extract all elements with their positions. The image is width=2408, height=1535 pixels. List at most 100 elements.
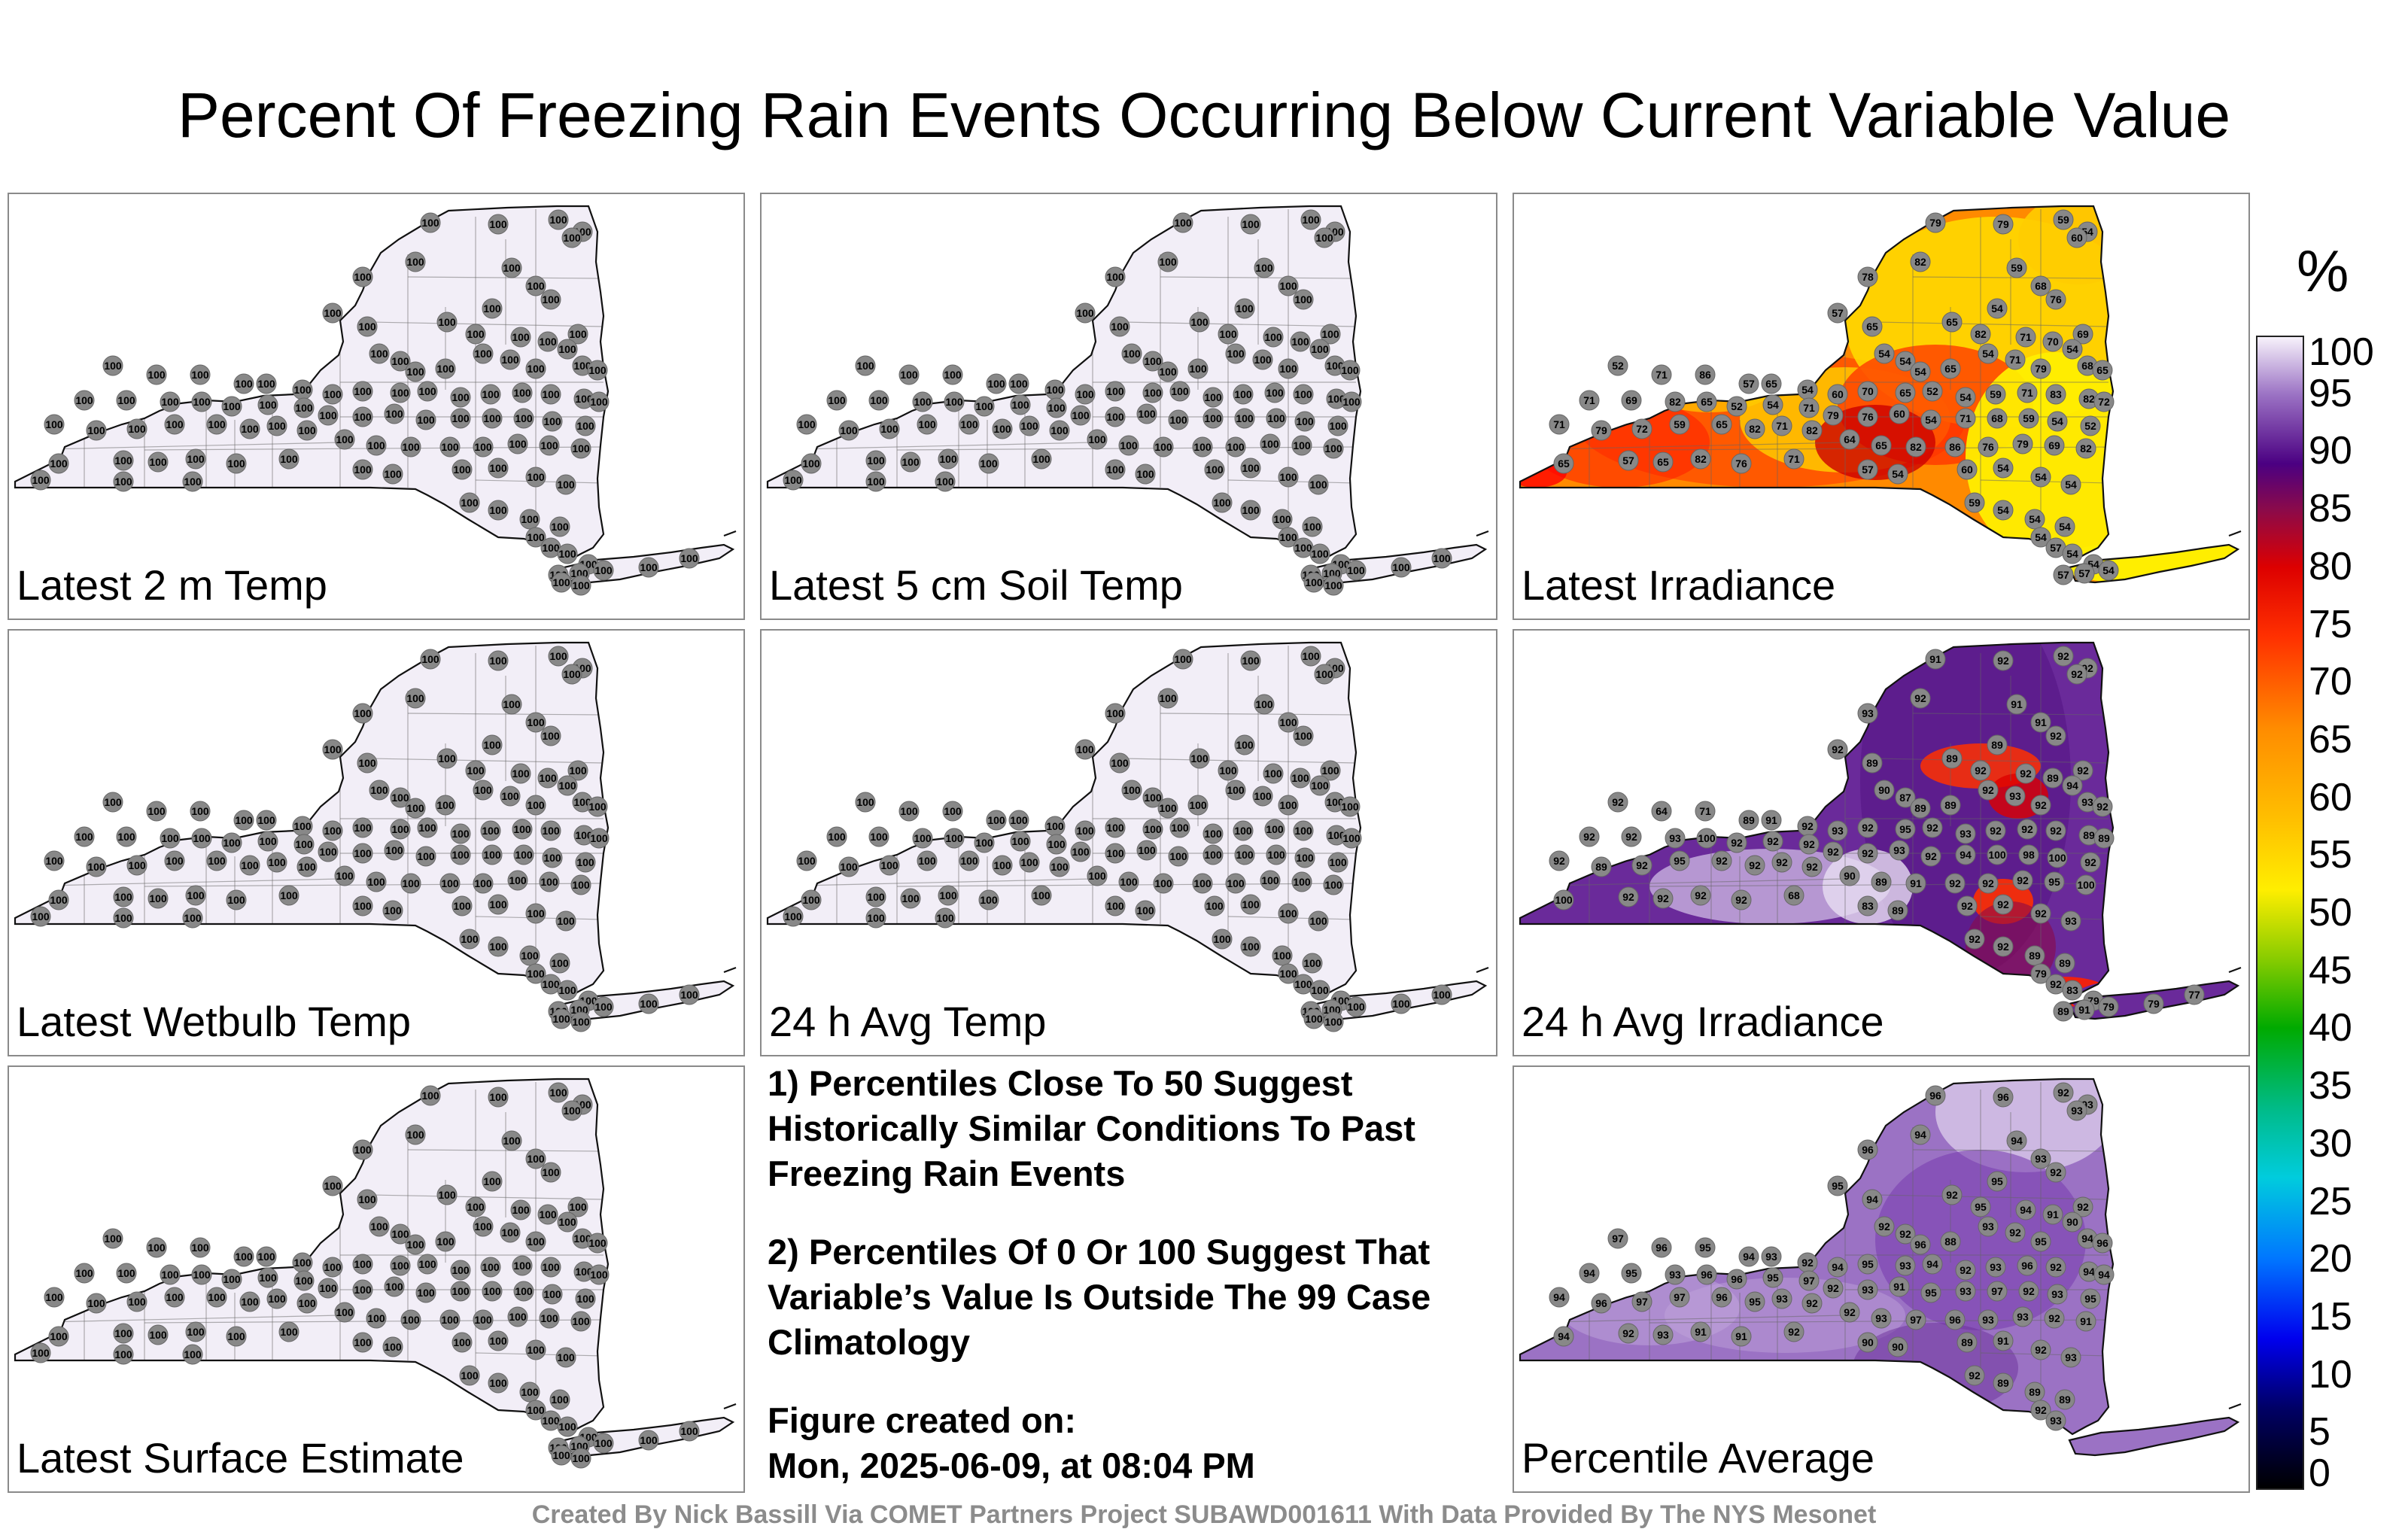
- station-marker: [257, 394, 278, 415]
- station-value: 95: [2048, 876, 2060, 888]
- station-value: 100: [117, 831, 135, 843]
- station-marker: [382, 1336, 403, 1357]
- station-marker: [1157, 251, 1178, 272]
- station-marker: [1323, 438, 1344, 459]
- station-marker: [1240, 500, 1261, 521]
- station-marker: [1665, 1264, 1686, 1285]
- station-marker: [1941, 312, 1963, 333]
- station-value: 95: [1862, 1258, 1874, 1270]
- station-marker: [2074, 563, 2095, 584]
- station-marker: [2030, 358, 2051, 379]
- notes-block: 1) Percentiles Close To 50 Suggest Histo…: [768, 1061, 1490, 1488]
- station-marker: [405, 688, 426, 709]
- station-value: 100: [1305, 1013, 1323, 1025]
- station-value: 92: [1827, 846, 1839, 858]
- station-value: 100: [114, 891, 132, 903]
- station-marker: [1070, 405, 1091, 426]
- station-value: 98: [2023, 849, 2035, 861]
- station-marker: [451, 459, 473, 480]
- station-value: 100: [354, 271, 372, 283]
- station-value: 100: [436, 799, 455, 811]
- station-marker: [567, 324, 588, 345]
- station-value: 54: [2065, 479, 2077, 491]
- station-marker: [226, 453, 247, 474]
- station-value: 100: [569, 1201, 587, 1213]
- panel-label: 24 h Avg Temp: [769, 998, 1047, 1045]
- station-value: 100: [542, 1261, 560, 1273]
- station-value: 100: [104, 1233, 122, 1245]
- station-value: 100: [1076, 825, 1094, 837]
- station-value: 100: [295, 838, 313, 850]
- station-value: 90: [1892, 1341, 1904, 1353]
- station-value: 54: [1960, 391, 1972, 403]
- station-value: 92: [1749, 859, 1761, 871]
- station-marker: [1920, 846, 1941, 867]
- station-marker: [912, 391, 933, 412]
- station-value: 100: [1267, 412, 1285, 424]
- station-marker: [482, 734, 503, 755]
- station-value: 100: [1326, 796, 1344, 808]
- station-value: 92: [1767, 835, 1779, 847]
- station-value: 89: [1997, 1377, 2009, 1389]
- figure-created-date: Mon, 2025-06-09, at 08:04 PM: [768, 1445, 1255, 1485]
- station-marker: [1153, 436, 1174, 457]
- station-value: 52: [1926, 385, 1938, 397]
- station-value: 93: [1982, 1220, 1994, 1233]
- station-marker: [1153, 873, 1174, 894]
- station-marker: [1345, 996, 1367, 1017]
- county-line: [1874, 758, 2109, 764]
- station-value: 100: [451, 391, 470, 403]
- station-value: 100: [549, 650, 567, 662]
- station-marker: [1118, 435, 1139, 456]
- station-value: 92: [1862, 822, 1874, 834]
- station-marker: [912, 828, 933, 849]
- station-marker: [293, 397, 315, 418]
- station-value: 100: [417, 850, 435, 862]
- station-value: 92: [1801, 1257, 1814, 1269]
- station-marker: [206, 414, 227, 435]
- station-value: 100: [1174, 653, 1192, 665]
- station-value: 54: [1997, 462, 2009, 474]
- station-marker: [1761, 810, 1782, 831]
- station-value: 100: [1159, 802, 1177, 814]
- station-marker: [1955, 1281, 1976, 1302]
- station-marker: [1857, 1332, 1878, 1353]
- station-value: 71: [1788, 453, 1800, 465]
- station-marker: [1839, 429, 1860, 450]
- station-value: 93: [1862, 707, 1874, 719]
- station-value: 95: [1899, 823, 1911, 835]
- station-marker: [679, 984, 700, 1005]
- station-marker: [1278, 795, 1299, 816]
- station-value: 100: [1169, 850, 1187, 862]
- station-marker: [1987, 734, 2008, 755]
- station-marker: [322, 1175, 343, 1196]
- station-marker: [415, 409, 436, 430]
- station-marker: [1553, 889, 1574, 910]
- station-marker: [1978, 873, 1999, 894]
- station-value: 82: [2080, 442, 2092, 454]
- station-marker: [182, 471, 203, 492]
- station-value: 92: [1844, 1306, 1856, 1318]
- station-value: 100: [1303, 957, 1321, 969]
- station-marker: [369, 780, 390, 801]
- county-line: [1520, 442, 1846, 451]
- station-value: 100: [1279, 363, 1297, 375]
- station-marker: [796, 850, 817, 871]
- station-value: 68: [2081, 360, 2093, 372]
- station-marker: [1272, 509, 1293, 530]
- station-value: 100: [945, 832, 963, 844]
- station-marker: [2093, 828, 2115, 849]
- station-value: 100: [1242, 462, 1260, 474]
- station-marker: [436, 1184, 458, 1205]
- station-value: 100: [880, 423, 898, 435]
- station-value: 100: [474, 441, 492, 453]
- station-value: 100: [268, 856, 286, 868]
- station-value: 100: [418, 1258, 436, 1270]
- county-line: [15, 878, 341, 887]
- station-marker: [400, 436, 421, 457]
- station-marker: [1579, 390, 1600, 411]
